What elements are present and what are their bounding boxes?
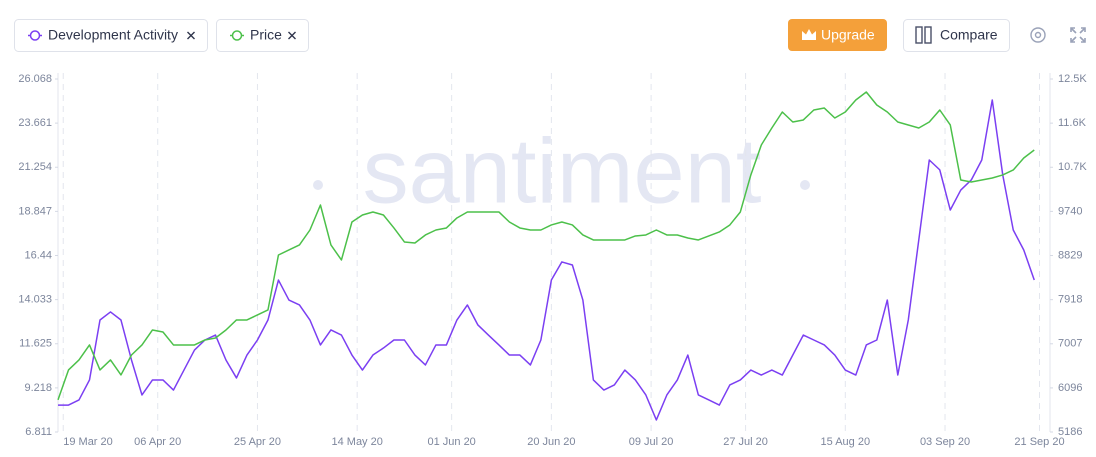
watermark: santiment <box>313 120 810 222</box>
legend-marker <box>29 30 41 41</box>
y2-tick-label: 10.7K <box>1058 161 1087 173</box>
y2-tick-label: 8829 <box>1058 249 1082 261</box>
legend-label[interactable]: Price <box>250 27 282 43</box>
x-tick-label: 03 Sep 20 <box>920 436 970 448</box>
settings-button[interactable] <box>1030 27 1046 43</box>
x-tick-label: 15 Aug 20 <box>821 436 871 448</box>
y-tick-label: 26.068 <box>18 73 52 85</box>
y-tick-label: 6.811 <box>25 426 52 438</box>
y2-tick-label: 6096 <box>1058 382 1082 394</box>
fullscreen-button[interactable] <box>1070 27 1086 43</box>
y2-tick-label: 7918 <box>1058 294 1082 306</box>
y2-tick-label: 11.6K <box>1058 117 1087 129</box>
legend-chip[interactable]: Development Activity <box>14 19 208 52</box>
legend-remove[interactable] <box>288 31 296 40</box>
series-line <box>57 91 1035 401</box>
x-tick-label: 09 Jul 20 <box>629 436 674 448</box>
watermark-text: santiment <box>363 120 762 222</box>
legend-label[interactable]: Development Activity <box>48 27 178 43</box>
y-tick-label: 21.254 <box>18 161 52 173</box>
y-tick-label: 18.847 <box>18 205 52 217</box>
x-tick-label: 25 Apr 20 <box>234 436 281 448</box>
series-line <box>58 99 1035 421</box>
compare-label[interactable]: Compare <box>940 27 998 43</box>
y-tick-label: 14.033 <box>18 294 52 306</box>
x-tick-label: 27 Jul 20 <box>723 436 768 448</box>
upgrade-button[interactable]: Upgrade <box>788 19 887 51</box>
x-tick-label: 06 Apr 20 <box>134 436 181 448</box>
x-tick-label: 21 Sep 20 <box>1014 436 1064 448</box>
y-tick-label: 9.218 <box>24 382 52 394</box>
x-tick-label: 01 Jun 20 <box>427 436 475 448</box>
legend-chip[interactable]: Price <box>216 19 309 52</box>
x-tick-label: 19 Mar 20 <box>63 436 113 448</box>
legend-remove[interactable] <box>187 31 195 40</box>
y-tick-label: 23.661 <box>18 117 52 129</box>
y2-tick-label: 7007 <box>1058 338 1082 350</box>
compare-button[interactable]: Compare <box>903 19 1010 52</box>
legend-chip-box[interactable] <box>14 19 208 52</box>
legend-marker <box>231 30 243 41</box>
upgrade-label[interactable]: Upgrade <box>821 27 875 43</box>
y2-tick-label: 12.5K <box>1058 73 1087 85</box>
x-tick-label: 14 May 20 <box>331 436 382 448</box>
y2-tick-label: 5186 <box>1058 426 1082 438</box>
y-tick-label: 16.44 <box>24 249 52 261</box>
legend-chip-box[interactable] <box>216 19 309 52</box>
x-tick-label: 20 Jun 20 <box>527 436 575 448</box>
y2-tick-label: 9740 <box>1058 205 1082 217</box>
y-tick-label: 11.625 <box>19 338 52 350</box>
